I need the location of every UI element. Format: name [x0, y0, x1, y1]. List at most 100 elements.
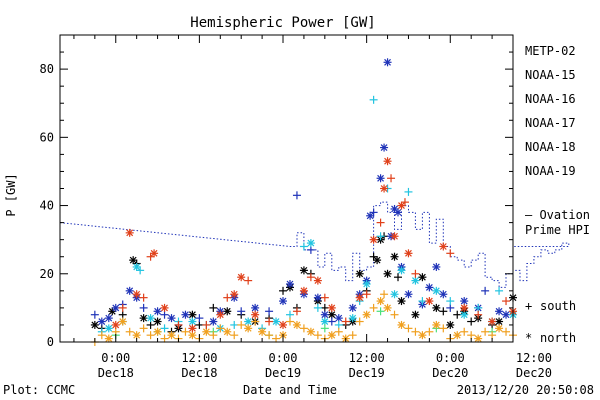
data-point-north: [188, 317, 197, 326]
data-point-south: [376, 218, 385, 227]
data-point-south: [453, 310, 462, 319]
data-point-north: [327, 303, 336, 312]
data-point-south: [90, 310, 99, 319]
legend-south-symbol: +: [525, 299, 532, 313]
data-point-south: [404, 324, 413, 333]
legend-south-label: south: [540, 299, 576, 313]
data-point-north: [125, 228, 134, 237]
data-point-north: [432, 320, 441, 329]
data-point-south: [404, 187, 413, 196]
data-point-north: [376, 297, 385, 306]
data-point-south: [313, 331, 322, 340]
data-point-north: [460, 310, 469, 319]
data-point-south: [446, 297, 455, 306]
data-point-south: [265, 307, 274, 316]
y-tick-label: 60: [40, 130, 54, 144]
data-point-north: [474, 334, 483, 343]
data-point-north: [411, 310, 420, 319]
data-point-north: [251, 310, 260, 319]
data-point-north: [279, 320, 288, 329]
data-point-south: [502, 327, 511, 336]
ovation-prime-hpi-line: [59, 201, 570, 288]
data-point-south: [160, 324, 169, 333]
data-point-north: [313, 293, 322, 302]
data-point-north: [394, 208, 403, 217]
data-point-north: [446, 320, 455, 329]
data-point-south: [125, 327, 134, 336]
legend-entry: NOAA-15: [525, 68, 576, 82]
data-point-south: [313, 303, 322, 312]
data-point-south: [265, 317, 274, 326]
data-point-north: [362, 280, 371, 289]
data-point-north: [502, 310, 511, 319]
data-point-north: [418, 331, 427, 340]
data-point-south: [195, 320, 204, 329]
x-tick-label-date: Dec18: [98, 366, 134, 380]
data-point-south: [334, 320, 343, 329]
data-point-north: [188, 331, 197, 340]
legend-entry: NOAA-18: [525, 140, 576, 154]
data-point-north: [320, 317, 329, 326]
data-point-north: [355, 293, 364, 302]
data-point-south: [230, 331, 239, 340]
data-point-north: [153, 327, 162, 336]
x-tick-label-time: 0:00: [101, 351, 130, 365]
plot-credit: Plot: CCMC: [3, 383, 75, 397]
data-point-south: [160, 310, 169, 319]
data-point-north: [380, 143, 389, 152]
data-point-south: [376, 232, 385, 241]
x-tick-label-date: Dec19: [349, 366, 385, 380]
data-point-south: [369, 303, 378, 312]
data-point-north: [366, 211, 375, 220]
data-point-south: [425, 327, 434, 336]
legend-ovation-label-line2: Prime HPI: [525, 223, 590, 237]
chart-title: Hemispheric Power [GW]: [190, 15, 375, 31]
data-point-north: [188, 324, 197, 333]
data-point-north: [488, 317, 497, 326]
data-point-north: [383, 269, 392, 278]
data-point-south: [237, 320, 246, 329]
data-point-south: [285, 310, 294, 319]
data-point-north: [432, 286, 441, 295]
data-point-north: [202, 327, 211, 336]
data-point-south: [481, 286, 490, 295]
data-point-north: [390, 252, 399, 261]
data-point-north: [453, 331, 462, 340]
data-point-north: [369, 235, 378, 244]
data-point-north: [439, 290, 448, 299]
data-point-south: [341, 317, 350, 326]
data-point-south: [292, 191, 301, 200]
data-point-north: [390, 290, 399, 299]
data-point-north: [153, 307, 162, 316]
data-point-south: [292, 307, 301, 316]
data-point-south: [160, 334, 169, 343]
data-point-north: [167, 331, 176, 340]
data-point-south: [348, 331, 357, 340]
data-point-north: [460, 297, 469, 306]
data-point-north: [167, 314, 176, 323]
y-tick-label: 80: [40, 62, 54, 76]
data-point-north: [251, 303, 260, 312]
data-point-south: [467, 317, 476, 326]
data-point-north: [90, 320, 99, 329]
data-point-north: [320, 310, 329, 319]
data-point-south: [502, 297, 511, 306]
data-point-north: [432, 303, 441, 312]
data-point-south: [209, 331, 218, 340]
data-point-south: [446, 303, 455, 312]
data-point-north: [495, 307, 504, 316]
data-point-south: [439, 307, 448, 316]
legend-entries: METP-02 NOAA-15 NOAA-16 NOAA-17 NOAA-18 NOAA-…: [525, 44, 576, 178]
data-point-north: [111, 303, 120, 312]
data-point-south: [334, 327, 343, 336]
data-point-south: [306, 273, 315, 282]
data-point-south: [320, 324, 329, 333]
y-tick-label: 20: [40, 267, 54, 281]
data-point-north: [97, 317, 106, 326]
data-point-south: [118, 303, 127, 312]
x-tick-label-date: Dec19: [265, 366, 301, 380]
data-point-north: [132, 262, 141, 271]
data-point-south: [181, 327, 190, 336]
data-point-north: [373, 256, 382, 265]
data-point-north: [390, 232, 399, 241]
